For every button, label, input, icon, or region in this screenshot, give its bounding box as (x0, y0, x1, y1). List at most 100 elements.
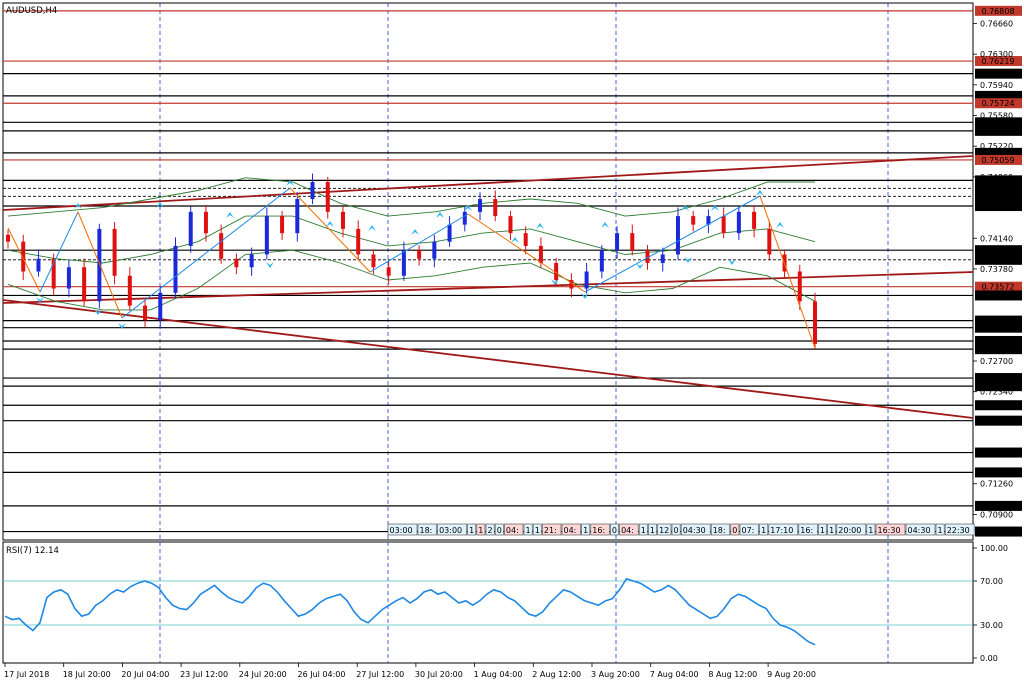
candle-body (203, 211, 208, 234)
session-label: 07: (742, 526, 755, 535)
candle-body (630, 233, 635, 251)
session-label: 04: (564, 526, 577, 535)
chart-title: AUDUSD,H4 (6, 6, 57, 16)
trend-line (2, 299, 974, 419)
candle-body (51, 258, 56, 289)
session-box (827, 523, 837, 536)
candle-body (432, 241, 437, 259)
candle-body (813, 301, 817, 344)
candle-body (371, 254, 376, 268)
session-box (542, 523, 562, 536)
session-label: 18: (420, 526, 433, 535)
level-price-label: 0.70699 (981, 528, 1014, 537)
time-label: 8 Aug 12:00 (708, 670, 757, 679)
candle-body (523, 233, 528, 246)
level-price-label: 0.72935 (981, 337, 1014, 346)
session-label: 04: (506, 526, 519, 535)
fractal-arrow (601, 222, 609, 228)
fractal-arrow (156, 202, 164, 208)
session-box (494, 523, 504, 536)
session-box (768, 523, 799, 536)
candle-body (462, 211, 467, 225)
price-tick-label: 0.76300 (980, 50, 1013, 59)
candle-body (143, 305, 148, 321)
session-box (944, 523, 975, 536)
candle-body (36, 258, 41, 272)
candle-body (280, 216, 285, 234)
candle-body (401, 250, 406, 276)
session-box (581, 523, 591, 536)
level-price-box (975, 56, 1022, 67)
level-price-label: 0.71000 (981, 502, 1014, 511)
level-price-label: 0.72500 (981, 374, 1014, 383)
level-price-box (975, 68, 1022, 79)
candle-body (752, 211, 757, 229)
rsi-label: RSI(7) 12.14 (6, 546, 59, 556)
level-price-label: 0.72839 (981, 345, 1014, 354)
time-label: 2 Aug 12:00 (532, 670, 581, 679)
level-price-label: 0.75059 (981, 156, 1014, 165)
level-price-box (975, 183, 1022, 194)
level-price-label: 0.74726 (981, 184, 1014, 193)
session-label: 17:10 (770, 526, 793, 535)
session-box (798, 523, 818, 536)
time-label: 20 Jul 04:00 (121, 670, 169, 679)
price-tick-label: 0.70900 (980, 510, 1013, 519)
candle-body (97, 228, 102, 302)
candle-body (554, 262, 559, 281)
session-label: 0 (674, 526, 679, 535)
level-price-box (975, 344, 1022, 355)
candle-body (219, 233, 224, 259)
candle-body (188, 211, 193, 246)
session-box (935, 523, 945, 536)
candle-body (493, 199, 498, 217)
level-price-box (975, 98, 1022, 109)
level-price-label: 0.72405 (981, 382, 1014, 391)
level-price-box (975, 245, 1022, 256)
level-price-box (975, 281, 1022, 292)
zigzag-segment (369, 213, 469, 273)
fractal-arrow (551, 279, 559, 285)
level-price-label: 0.73469 (981, 291, 1014, 300)
level-price-label: 0.74518 (981, 202, 1014, 211)
level-price-box (975, 254, 1022, 265)
level-price-label: 0.74000 (981, 246, 1014, 255)
candle-body (721, 216, 726, 234)
level-price-box (975, 500, 1022, 511)
fractal-arrow (266, 262, 274, 268)
fractal-arrow (286, 180, 294, 186)
session-box (638, 523, 648, 536)
fractal-arrow (118, 323, 126, 329)
session-label: 0 (497, 526, 502, 535)
level-price-label: 0.75400 (981, 127, 1014, 136)
candle-body (234, 258, 239, 268)
time-label: 9 Aug 20:00 (767, 670, 816, 679)
session-box (710, 523, 731, 536)
time-label: 23 Jul 12:00 (180, 670, 228, 679)
candle-body (417, 250, 422, 259)
time-label: 30 Jul 20:00 (415, 670, 463, 679)
time-label: 24 Jul 20:00 (239, 670, 287, 679)
fractal-arrow (511, 237, 519, 243)
session-box (523, 523, 533, 536)
session-box (485, 523, 495, 536)
fractal-arrow (581, 293, 589, 299)
level-price-label: 0.73572 (981, 283, 1014, 292)
time-label: 7 Aug 04:00 (650, 670, 699, 679)
fractal-arrow (711, 205, 719, 211)
price-tick-label: 0.75220 (980, 142, 1013, 151)
fractal-arrow (776, 222, 784, 228)
trend-line (2, 271, 974, 304)
candle-body (599, 250, 604, 272)
rsi-tick-label: 30.00 (980, 621, 1003, 630)
level-price-label: 0.76071 (981, 70, 1014, 79)
level-price-label: 0.73887 (981, 256, 1014, 265)
rsi-tick-label: 100.00 (980, 544, 1008, 553)
session-box (561, 523, 581, 536)
fractal-arrow (94, 309, 102, 315)
zigzag-segment (584, 195, 761, 293)
session-box (476, 523, 486, 536)
session-box (866, 523, 876, 536)
